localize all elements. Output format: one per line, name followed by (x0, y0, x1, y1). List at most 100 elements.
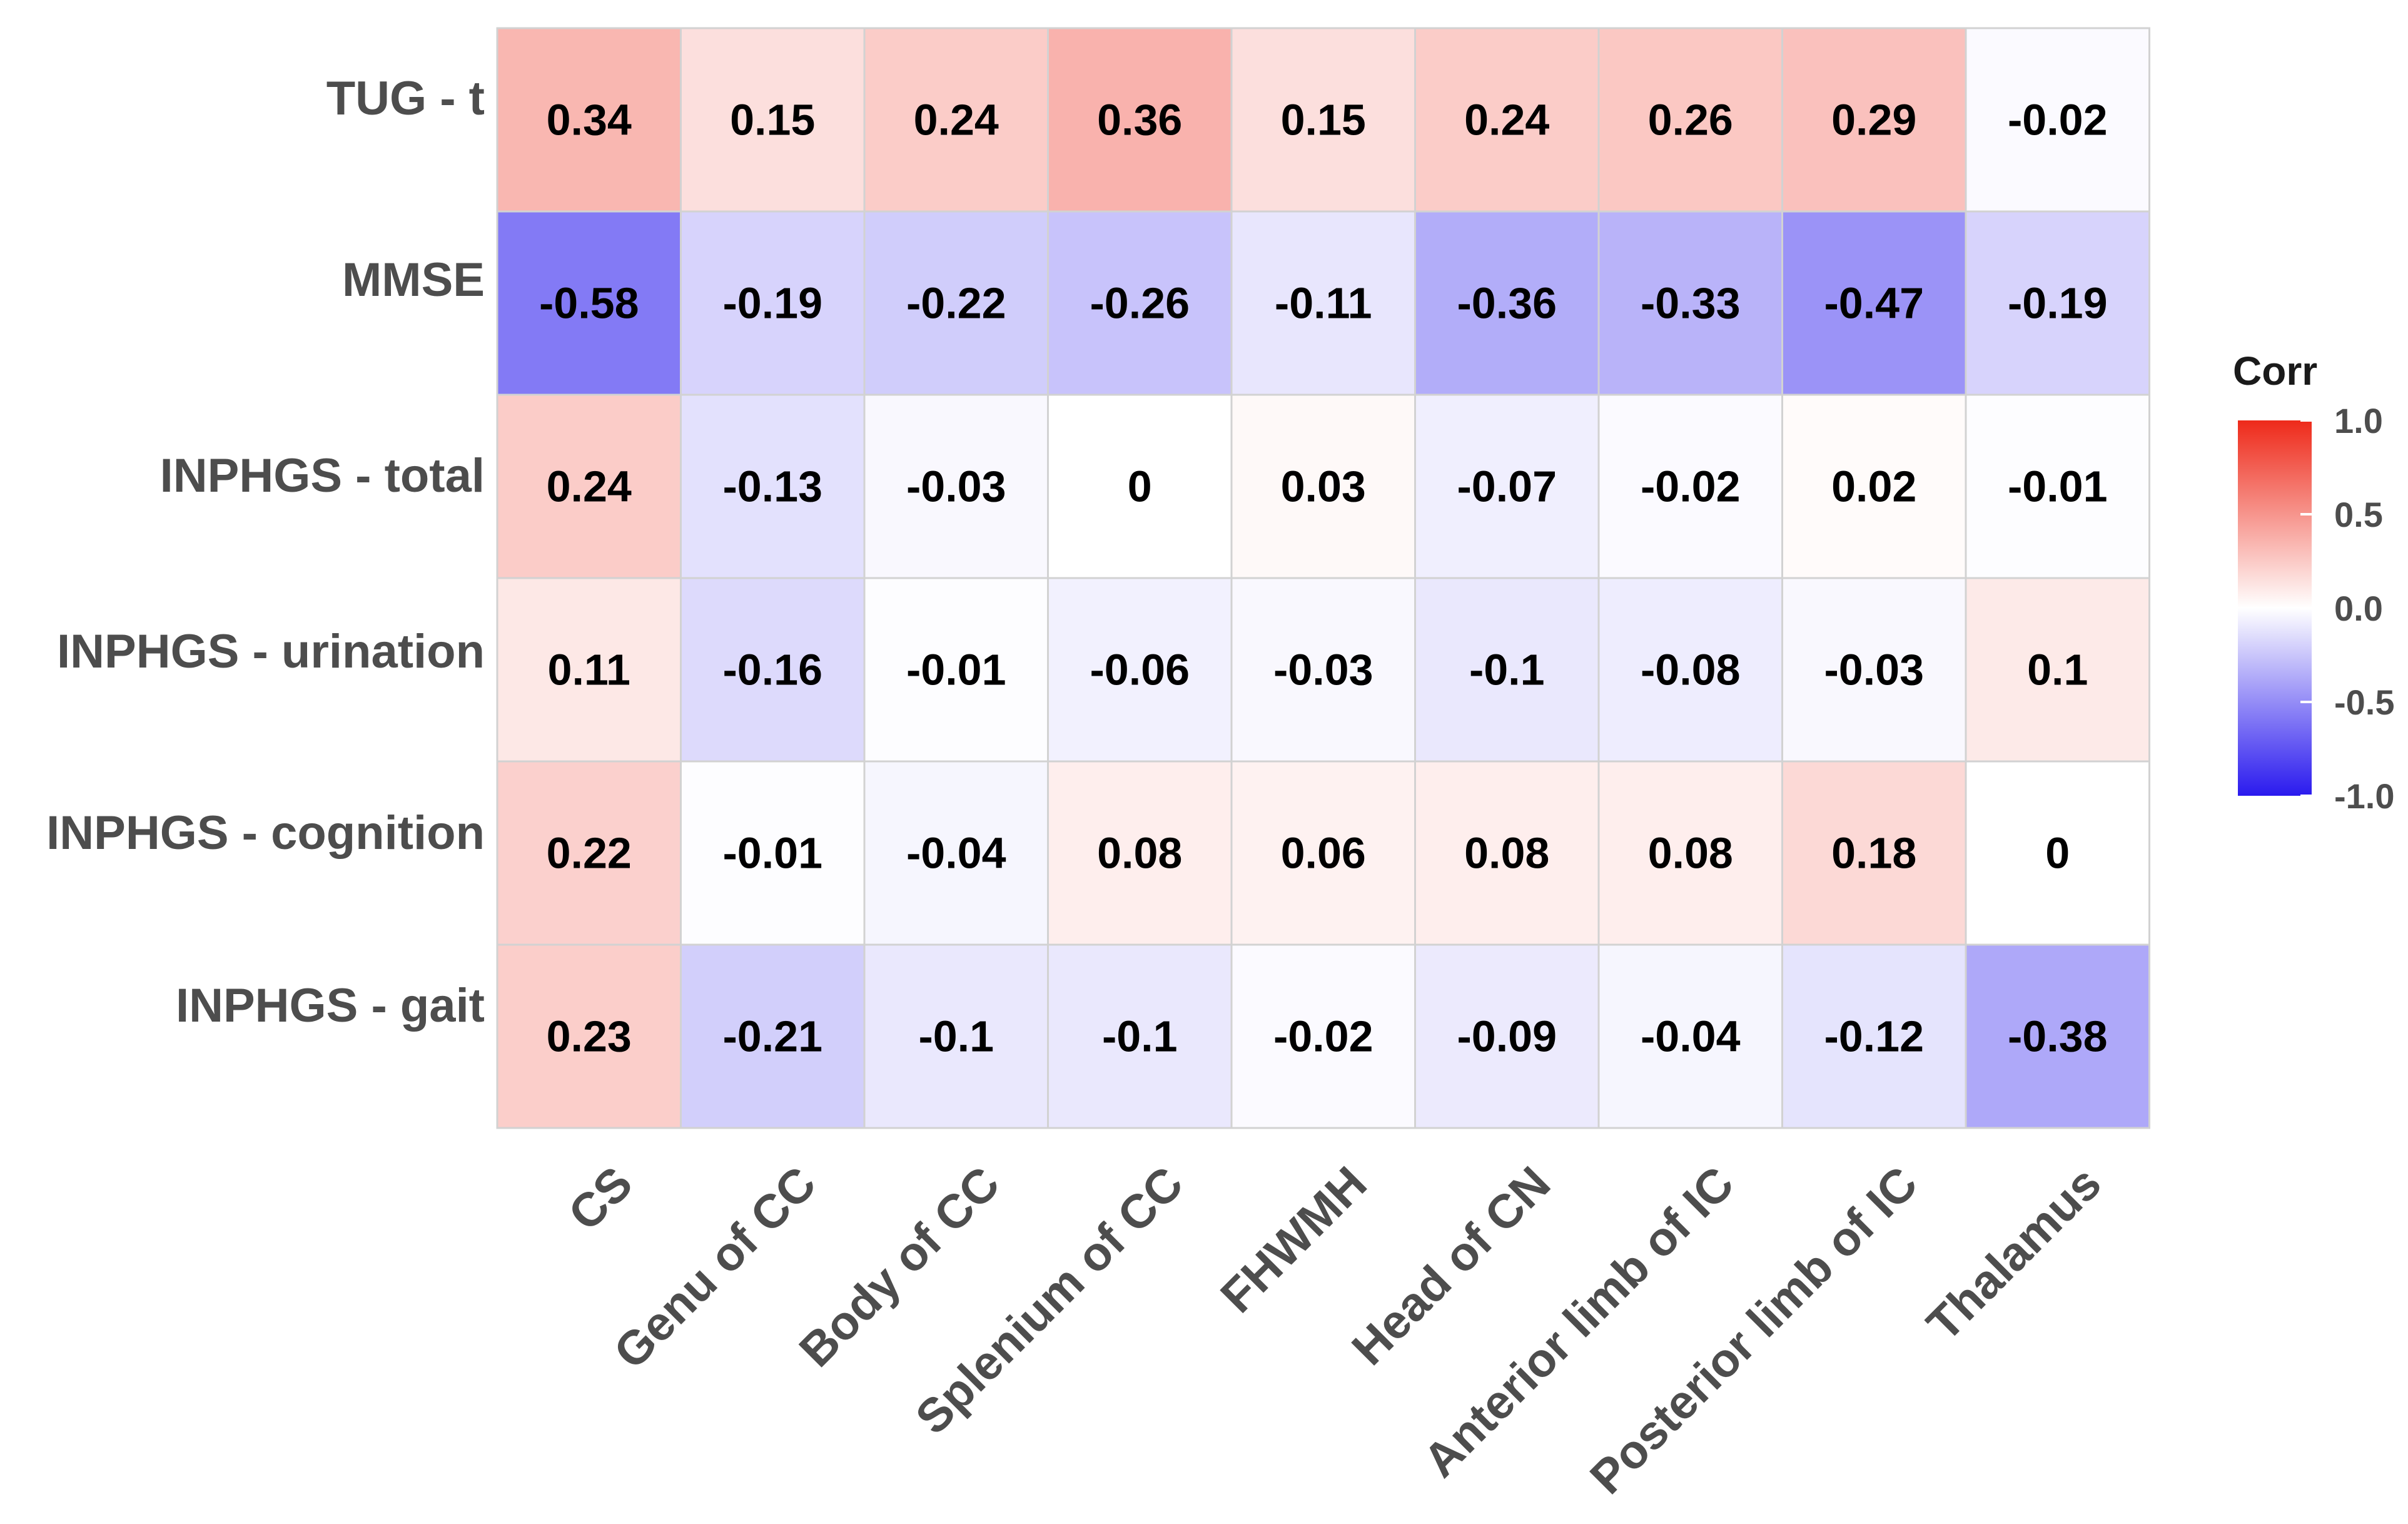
heatmap-cell (680, 394, 866, 579)
row-label: INPHGS - total (160, 449, 485, 502)
cell-value-label: -0.19 (722, 279, 822, 328)
cell-value-label: -0.11 (1275, 279, 1372, 328)
heatmap-cell (1781, 27, 1967, 213)
cell-value-label: -0.58 (539, 279, 639, 328)
cell-value-label: -0.02 (1273, 1012, 1373, 1061)
cell-value-label: -0.02 (2008, 96, 2108, 145)
cell-value-label: 0.24 (547, 462, 632, 511)
heatmap-cell (1414, 210, 1600, 396)
heatmap-cell (1047, 760, 1233, 946)
cell-value-label: -0.02 (1641, 462, 1741, 511)
cell-value-label: -0.07 (1457, 462, 1557, 511)
cell-value-label: 0.06 (1281, 829, 1366, 878)
heatmap-cell (1781, 943, 1967, 1129)
heatmap-cell (1965, 760, 2150, 946)
cell-value-label: -0.06 (1090, 646, 1190, 694)
heatmap-cell (1781, 577, 1967, 763)
heatmap-cell-labels: 0.34 0.15 0.24 0.36 0.15 0.24 0.26 0.29 -0.02 -0.… (539, 96, 2108, 1061)
heatmap-cell (680, 760, 866, 946)
heatmap-cell (1965, 210, 2150, 396)
cell-value-label: 0.15 (1281, 96, 1366, 145)
cell-value-label: 0.36 (1097, 96, 1182, 145)
cell-value-label: -0.36 (1457, 279, 1557, 328)
row-label: INPHGS - gait (176, 979, 485, 1032)
heatmap-cell (1414, 27, 1600, 213)
heatmap-cell (1047, 27, 1233, 213)
column-label: Thalamus (1917, 1157, 2112, 1351)
cell-value-label: 0.29 (1831, 96, 1916, 145)
cell-value-label: -0.22 (906, 279, 1006, 328)
cell-value-label: -0.03 (906, 462, 1006, 511)
cell-value-label: 0.22 (547, 829, 632, 878)
heatmap-cell (1230, 394, 1416, 579)
heatmap-cell (680, 577, 866, 763)
column-label: FHWMH (1211, 1157, 1377, 1323)
heatmap-cell (1597, 760, 1783, 946)
legend-tick-label: -1.0 (2334, 776, 2395, 816)
cell-value-label: 0.34 (547, 96, 632, 145)
cell-value-label: 0 (2045, 829, 2070, 878)
heatmap-cell (863, 760, 1049, 946)
heatmap-cell (863, 943, 1049, 1129)
cell-value-label: 0.18 (1831, 829, 1916, 878)
color-legend: Corr 1.0 0.5 0.0 -0.5 -1.0 (2233, 348, 2395, 816)
heatmap-cell (1965, 394, 2150, 579)
cell-value-label: 0.23 (547, 1012, 632, 1061)
cell-value-label: 0.15 (730, 96, 815, 145)
cell-value-label: 0.03 (1281, 462, 1366, 511)
heatmap-cell (1047, 394, 1233, 579)
row-label: MMSE (342, 253, 485, 307)
cell-value-label: -0.26 (1090, 279, 1190, 328)
heatmap-cell (496, 760, 682, 946)
legend-colorbar (2238, 420, 2312, 796)
cell-value-label: -0.08 (1641, 646, 1741, 694)
cell-value-label: 0 (1128, 462, 1152, 511)
heatmap-cell (863, 210, 1049, 396)
heatmap-cell (496, 943, 682, 1129)
cell-value-label: -0.01 (906, 646, 1006, 694)
cell-value-label: -0.04 (906, 829, 1006, 878)
heatmap-cell (496, 27, 682, 213)
cell-value-label: -0.1 (1102, 1012, 1178, 1061)
heatmap-cell (496, 394, 682, 579)
column-label: Posterior limb of IC (1580, 1157, 1928, 1505)
cell-value-label: 0.24 (914, 96, 999, 145)
heatmap-cell (1597, 210, 1783, 396)
cell-value-label: 0.08 (1648, 829, 1733, 878)
heatmap-cell (863, 27, 1049, 213)
legend-ticks: 1.0 0.5 0.0 -0.5 -1.0 (2300, 401, 2395, 816)
cell-value-label: -0.1 (918, 1012, 994, 1061)
legend-tick-label: 0.5 (2334, 495, 2383, 534)
heatmap-cell (1414, 943, 1600, 1129)
heatmap-cell (680, 27, 866, 213)
cell-value-label: -0.38 (2008, 1012, 2108, 1061)
heatmap-cell (1230, 943, 1416, 1129)
cell-value-label: -0.03 (1824, 646, 1924, 694)
cell-value-label: -0.03 (1273, 646, 1373, 694)
cell-value-label: -0.01 (2008, 462, 2108, 511)
heatmap-cell (1047, 943, 1233, 1129)
cell-value-label: 0.02 (1831, 462, 1916, 511)
heatmap-cell (1230, 27, 1416, 213)
heatmap-cells (496, 27, 2150, 1129)
heatmap-cell (1047, 577, 1233, 763)
heatmap-cell (1781, 210, 1967, 396)
legend-tick-label: 1.0 (2334, 401, 2383, 440)
cell-value-label: 0.11 (548, 646, 630, 694)
cell-value-label: 0.24 (1464, 96, 1549, 145)
row-label: TUG - t (326, 72, 485, 125)
cell-value-label: -0.04 (1641, 1012, 1741, 1061)
cell-value-label: 0.26 (1648, 96, 1733, 145)
cell-value-label: -0.19 (2008, 279, 2108, 328)
row-label: INPHGS - cognition (46, 806, 485, 860)
heatmap-cell (863, 394, 1049, 579)
heatmap-cell (1047, 210, 1233, 396)
heatmap-cell (496, 577, 682, 763)
legend-tick-label: -0.5 (2334, 683, 2395, 722)
column-label: Anterior limb of IC (1414, 1157, 1744, 1488)
cell-value-label: -0.47 (1824, 279, 1924, 328)
heatmap-cell (1414, 760, 1600, 946)
cell-value-label: -0.13 (722, 462, 822, 511)
heatmap-cell (680, 943, 866, 1129)
